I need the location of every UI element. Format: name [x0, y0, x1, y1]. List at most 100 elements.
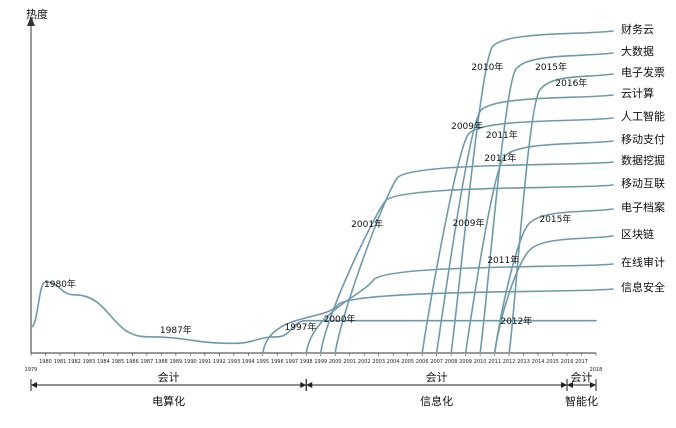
series-label: 云计算	[621, 86, 654, 100]
year-annotation: 2009年	[453, 217, 485, 229]
era-arrow-right	[561, 382, 568, 388]
year-annotations: 1980年 1987年 1997年 2000年 2001年 2009年 2009年 2010年…	[44, 61, 587, 336]
series-label: 信息安全	[621, 280, 665, 294]
era-label-bottom: 电算化	[152, 394, 185, 408]
year-annotation: 2016年	[555, 77, 587, 89]
era-arrow-right	[300, 382, 307, 388]
x-tick-label: 1999	[314, 359, 327, 365]
x-tick-label: 2010	[474, 359, 487, 365]
year-annotation: 2012年	[500, 315, 532, 327]
series-label: 在线审计	[621, 255, 665, 269]
x-tick-label: 2015	[546, 359, 559, 365]
year-annotation: 2000年	[324, 313, 356, 325]
series-line	[450, 30, 614, 354]
x-tick-label: 2005	[401, 359, 414, 365]
year-annotation: 2011年	[487, 254, 519, 266]
series-line	[319, 184, 614, 354]
x-tick-label: 2007	[430, 359, 443, 365]
era-label-top: 会计	[158, 371, 180, 384]
x-tick-label: 1991	[198, 359, 211, 365]
series-line	[508, 73, 614, 354]
x-tick-label: 2011	[488, 359, 501, 365]
x-tick-label: 1987	[141, 359, 154, 365]
y-axis-arrow	[27, 16, 35, 26]
year-annotation: 2015年	[539, 213, 571, 225]
year-annotation: 1987年	[160, 324, 192, 336]
x-tick-label: 1994	[242, 359, 255, 365]
x-tick-label: 2006	[416, 359, 429, 365]
x-tick-label: 2016	[561, 359, 574, 365]
x-tick-label: 2008	[445, 359, 458, 365]
series-label: 移动支付	[621, 133, 665, 146]
x-tick-label: 1988	[155, 359, 168, 365]
year-annotation: 2001年	[351, 218, 383, 230]
series-lines	[262, 30, 614, 354]
year-annotation: 2011年	[486, 129, 518, 141]
year-annotation: 2009年	[451, 120, 483, 132]
x-tick-label: 1980	[39, 359, 52, 365]
series-line	[435, 94, 614, 354]
x-tick-label: 2003	[372, 359, 385, 365]
series-line	[421, 117, 614, 354]
series-line	[334, 161, 614, 354]
x-tick-label: 1990	[184, 359, 197, 365]
x-tick-label: 2001	[343, 359, 356, 365]
era-label-bottom: 信息化	[420, 394, 453, 408]
x-tick-label: 1989	[170, 359, 183, 365]
x-tick-label: 1986	[126, 359, 139, 365]
series-label: 数据挖掘	[621, 153, 665, 167]
series-line	[262, 288, 614, 354]
year-annotation: 1997年	[285, 321, 317, 333]
year-annotation: 2010年	[471, 61, 503, 73]
series-line	[493, 235, 614, 354]
x-tick-label: 1993	[227, 359, 240, 365]
series-label: 财务云	[621, 22, 654, 36]
series-label: 人工智能	[621, 109, 665, 123]
series-label: 电子档案	[621, 200, 665, 214]
x-tick-label: 1995	[256, 359, 269, 365]
x-tick-label: 1983	[83, 359, 96, 365]
y-axis-label: 热度	[26, 7, 48, 21]
x-tick-label: 1981	[54, 359, 67, 365]
series-label: 移动互联	[621, 177, 665, 190]
series-label: 电子发票	[621, 65, 665, 79]
series-label: 区块链	[621, 227, 654, 241]
year-annotation: 2015年	[535, 61, 567, 73]
era-arrow-left	[31, 382, 37, 388]
year-annotation: 1980年	[44, 278, 76, 290]
x-tick-label: 1979	[25, 367, 38, 373]
x-tick-label: 1982	[68, 359, 81, 365]
series-line	[493, 208, 614, 354]
x-tick-label: 2002	[358, 359, 371, 365]
x-tick-label: 2000	[329, 359, 342, 365]
x-tick-label: 1984	[97, 359, 110, 365]
era-arrow-left	[567, 382, 574, 388]
era-label-bottom: 智能化	[565, 394, 598, 408]
era-arrow-right	[590, 382, 596, 388]
baseline-line	[30, 281, 597, 345]
x-tick-label: 1992	[213, 359, 226, 365]
era-label-top: 会计	[571, 371, 593, 384]
x-tick-label: 2009	[459, 359, 472, 365]
series-line	[305, 263, 614, 354]
x-tick-label: 2004	[387, 359, 400, 365]
x-tick-label: 2014	[532, 359, 545, 365]
series-label: 大数据	[621, 44, 654, 58]
series-labels: 财务云大数据电子发票云计算人工智能移动支付数据挖掘移动互联电子档案区块链在线审计…	[621, 22, 665, 294]
x-tick-label: 1997	[285, 359, 298, 365]
x-tick-label: 1998	[300, 359, 313, 365]
x-tick-label: 1996	[271, 359, 284, 365]
x-tick-label: 1985	[112, 359, 125, 365]
era-arrow-left	[306, 382, 313, 388]
era-label-top: 会计	[426, 371, 448, 384]
series-line	[464, 140, 614, 354]
x-tick-label: 2017	[575, 359, 588, 365]
year-annotation: 2011年	[484, 152, 516, 164]
x-tick-label: 2013	[517, 359, 530, 365]
x-tick-label: 2018	[590, 367, 603, 373]
baseline-curve	[30, 281, 597, 345]
